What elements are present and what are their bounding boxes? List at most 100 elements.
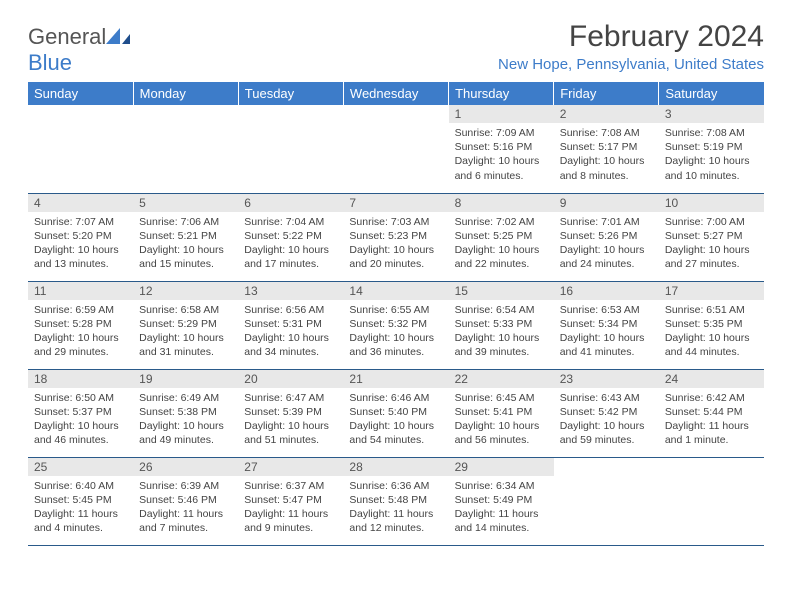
calendar-cell: 27Sunrise: 6:37 AMSunset: 5:47 PMDayligh…: [238, 457, 343, 545]
calendar-cell: 11Sunrise: 6:59 AMSunset: 5:28 PMDayligh…: [28, 281, 133, 369]
calendar-cell: 6Sunrise: 7:04 AMSunset: 5:22 PMDaylight…: [238, 193, 343, 281]
day-details: Sunrise: 6:46 AMSunset: 5:40 PMDaylight:…: [343, 388, 448, 452]
calendar-week-row: 18Sunrise: 6:50 AMSunset: 5:37 PMDayligh…: [28, 369, 764, 457]
calendar-cell: 9Sunrise: 7:01 AMSunset: 5:26 PMDaylight…: [554, 193, 659, 281]
day-details: Sunrise: 7:01 AMSunset: 5:26 PMDaylight:…: [554, 212, 659, 276]
calendar-body: 1Sunrise: 7:09 AMSunset: 5:16 PMDaylight…: [28, 105, 764, 545]
day-number: 18: [28, 370, 133, 388]
day-details: Sunrise: 7:03 AMSunset: 5:23 PMDaylight:…: [343, 212, 448, 276]
day-header: Tuesday: [238, 82, 343, 105]
day-number: 13: [238, 282, 343, 300]
calendar-cell: 13Sunrise: 6:56 AMSunset: 5:31 PMDayligh…: [238, 281, 343, 369]
day-number: 25: [28, 458, 133, 476]
title-block: February 2024 New Hope, Pennsylvania, Un…: [498, 20, 764, 73]
day-number: 4: [28, 194, 133, 212]
day-details: Sunrise: 6:45 AMSunset: 5:41 PMDaylight:…: [449, 388, 554, 452]
month-title: February 2024: [498, 20, 764, 54]
day-details: Sunrise: 6:50 AMSunset: 5:37 PMDaylight:…: [28, 388, 133, 452]
day-details: Sunrise: 6:56 AMSunset: 5:31 PMDaylight:…: [238, 300, 343, 364]
day-header: Saturday: [659, 82, 764, 105]
calendar-cell: 4Sunrise: 7:07 AMSunset: 5:20 PMDaylight…: [28, 193, 133, 281]
calendar-cell: 21Sunrise: 6:46 AMSunset: 5:40 PMDayligh…: [343, 369, 448, 457]
day-number: 5: [133, 194, 238, 212]
calendar-cell: 17Sunrise: 6:51 AMSunset: 5:35 PMDayligh…: [659, 281, 764, 369]
day-number: 2: [554, 105, 659, 123]
logo: GeneralBlue: [28, 24, 130, 76]
day-details: Sunrise: 6:58 AMSunset: 5:29 PMDaylight:…: [133, 300, 238, 364]
calendar-cell: [343, 105, 448, 193]
day-details: Sunrise: 7:08 AMSunset: 5:17 PMDaylight:…: [554, 123, 659, 187]
day-header: Sunday: [28, 82, 133, 105]
day-number: 16: [554, 282, 659, 300]
calendar-cell: 20Sunrise: 6:47 AMSunset: 5:39 PMDayligh…: [238, 369, 343, 457]
day-number: 17: [659, 282, 764, 300]
day-details: Sunrise: 6:42 AMSunset: 5:44 PMDaylight:…: [659, 388, 764, 452]
day-details: Sunrise: 6:34 AMSunset: 5:49 PMDaylight:…: [449, 476, 554, 540]
day-number: 27: [238, 458, 343, 476]
day-details: Sunrise: 6:47 AMSunset: 5:39 PMDaylight:…: [238, 388, 343, 452]
day-details: Sunrise: 7:06 AMSunset: 5:21 PMDaylight:…: [133, 212, 238, 276]
day-number: 12: [133, 282, 238, 300]
day-details: Sunrise: 7:09 AMSunset: 5:16 PMDaylight:…: [449, 123, 554, 187]
day-details: Sunrise: 6:39 AMSunset: 5:46 PMDaylight:…: [133, 476, 238, 540]
day-number: 3: [659, 105, 764, 123]
calendar-cell: 26Sunrise: 6:39 AMSunset: 5:46 PMDayligh…: [133, 457, 238, 545]
header: GeneralBlue February 2024 New Hope, Penn…: [28, 20, 764, 76]
day-number: 14: [343, 282, 448, 300]
day-details: Sunrise: 6:40 AMSunset: 5:45 PMDaylight:…: [28, 476, 133, 540]
location: New Hope, Pennsylvania, United States: [498, 56, 764, 73]
calendar-cell: 14Sunrise: 6:55 AMSunset: 5:32 PMDayligh…: [343, 281, 448, 369]
day-header-row: SundayMondayTuesdayWednesdayThursdayFrid…: [28, 82, 764, 105]
day-details: Sunrise: 7:04 AMSunset: 5:22 PMDaylight:…: [238, 212, 343, 276]
calendar-cell: 28Sunrise: 6:36 AMSunset: 5:48 PMDayligh…: [343, 457, 448, 545]
calendar-table: SundayMondayTuesdayWednesdayThursdayFrid…: [28, 82, 764, 546]
calendar-week-row: 1Sunrise: 7:09 AMSunset: 5:16 PMDaylight…: [28, 105, 764, 193]
day-number: 23: [554, 370, 659, 388]
logo-text: GeneralBlue: [28, 24, 130, 76]
day-number: 22: [449, 370, 554, 388]
calendar-cell: 12Sunrise: 6:58 AMSunset: 5:29 PMDayligh…: [133, 281, 238, 369]
calendar-cell: 29Sunrise: 6:34 AMSunset: 5:49 PMDayligh…: [449, 457, 554, 545]
calendar-cell: [238, 105, 343, 193]
calendar-cell: 19Sunrise: 6:49 AMSunset: 5:38 PMDayligh…: [133, 369, 238, 457]
calendar-cell: 3Sunrise: 7:08 AMSunset: 5:19 PMDaylight…: [659, 105, 764, 193]
day-details: Sunrise: 6:51 AMSunset: 5:35 PMDaylight:…: [659, 300, 764, 364]
day-header: Monday: [133, 82, 238, 105]
calendar-cell: 16Sunrise: 6:53 AMSunset: 5:34 PMDayligh…: [554, 281, 659, 369]
day-number: 9: [554, 194, 659, 212]
day-details: Sunrise: 6:53 AMSunset: 5:34 PMDaylight:…: [554, 300, 659, 364]
day-details: Sunrise: 6:43 AMSunset: 5:42 PMDaylight:…: [554, 388, 659, 452]
calendar-cell: 2Sunrise: 7:08 AMSunset: 5:17 PMDaylight…: [554, 105, 659, 193]
day-details: Sunrise: 6:36 AMSunset: 5:48 PMDaylight:…: [343, 476, 448, 540]
calendar-cell: [28, 105, 133, 193]
day-details: Sunrise: 6:59 AMSunset: 5:28 PMDaylight:…: [28, 300, 133, 364]
day-details: Sunrise: 6:55 AMSunset: 5:32 PMDaylight:…: [343, 300, 448, 364]
day-number: 24: [659, 370, 764, 388]
day-details: Sunrise: 6:54 AMSunset: 5:33 PMDaylight:…: [449, 300, 554, 364]
day-number: 20: [238, 370, 343, 388]
day-number: 29: [449, 458, 554, 476]
day-number: 10: [659, 194, 764, 212]
calendar-week-row: 25Sunrise: 6:40 AMSunset: 5:45 PMDayligh…: [28, 457, 764, 545]
logo-sail-icon: [106, 24, 130, 49]
day-number: 7: [343, 194, 448, 212]
logo-text-blue: Blue: [28, 50, 72, 75]
calendar-cell: 1Sunrise: 7:09 AMSunset: 5:16 PMDaylight…: [449, 105, 554, 193]
day-details: Sunrise: 6:37 AMSunset: 5:47 PMDaylight:…: [238, 476, 343, 540]
calendar-cell: 8Sunrise: 7:02 AMSunset: 5:25 PMDaylight…: [449, 193, 554, 281]
calendar-week-row: 11Sunrise: 6:59 AMSunset: 5:28 PMDayligh…: [28, 281, 764, 369]
day-number: 19: [133, 370, 238, 388]
calendar-cell: [133, 105, 238, 193]
calendar-cell: 10Sunrise: 7:00 AMSunset: 5:27 PMDayligh…: [659, 193, 764, 281]
calendar-cell: 23Sunrise: 6:43 AMSunset: 5:42 PMDayligh…: [554, 369, 659, 457]
day-number: 28: [343, 458, 448, 476]
day-details: Sunrise: 7:02 AMSunset: 5:25 PMDaylight:…: [449, 212, 554, 276]
day-number: 8: [449, 194, 554, 212]
calendar-cell: 18Sunrise: 6:50 AMSunset: 5:37 PMDayligh…: [28, 369, 133, 457]
day-number: 1: [449, 105, 554, 123]
calendar-cell: [659, 457, 764, 545]
day-header: Wednesday: [343, 82, 448, 105]
day-details: Sunrise: 7:00 AMSunset: 5:27 PMDaylight:…: [659, 212, 764, 276]
calendar-cell: 22Sunrise: 6:45 AMSunset: 5:41 PMDayligh…: [449, 369, 554, 457]
day-details: Sunrise: 7:07 AMSunset: 5:20 PMDaylight:…: [28, 212, 133, 276]
